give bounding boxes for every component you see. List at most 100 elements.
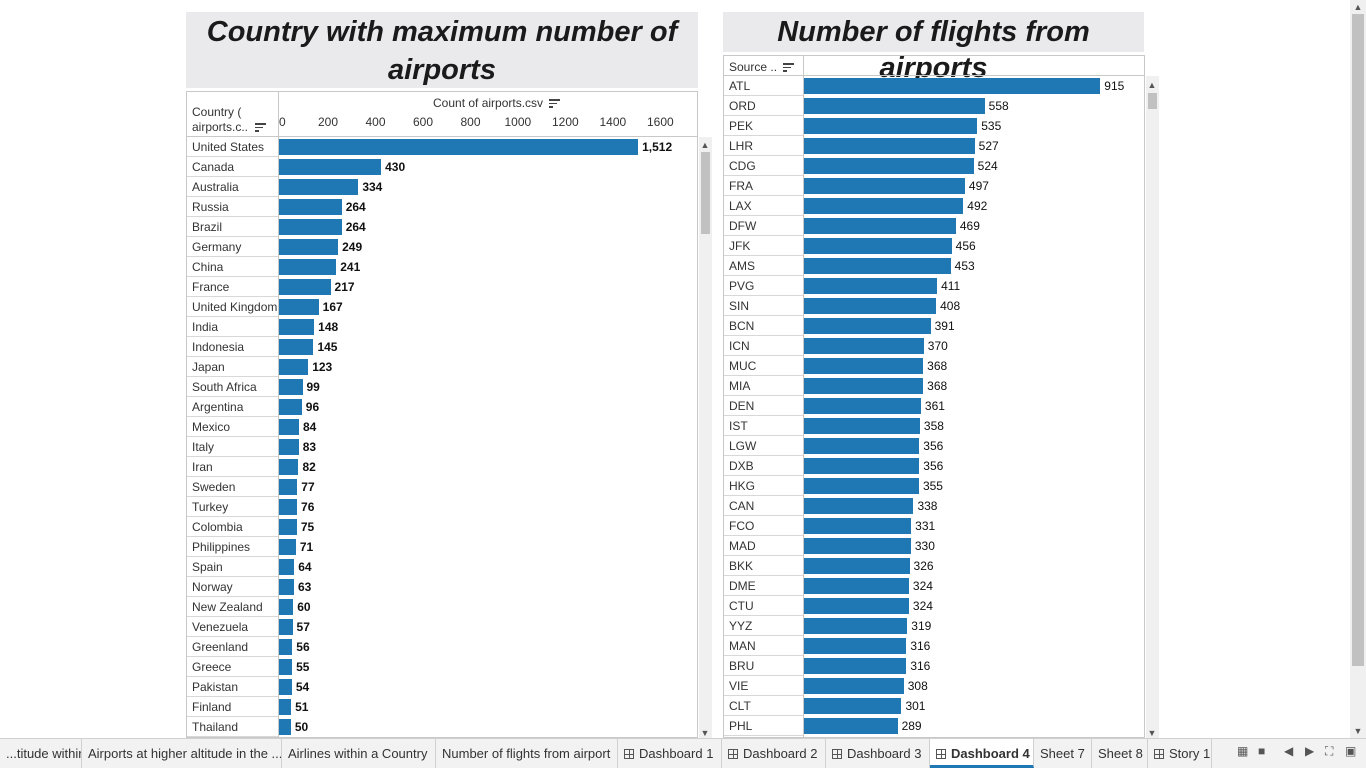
airport-label[interactable]: FRA [724, 176, 803, 196]
bar[interactable] [279, 479, 298, 495]
country-label[interactable]: Russia [187, 197, 278, 217]
bar[interactable] [279, 599, 294, 615]
sheet-tab[interactable]: Dashboard 3 [826, 739, 930, 768]
bar[interactable] [279, 419, 299, 435]
chevron-left-icon[interactable]: ◀ [1284, 744, 1294, 758]
bar[interactable] [279, 219, 342, 235]
bar[interactable] [804, 618, 908, 634]
country-label[interactable]: Sweden [187, 477, 278, 497]
sheet-tab[interactable]: Airlines within a Country [282, 739, 436, 768]
fullscreen-icon[interactable]: ⛶ [1325, 744, 1334, 758]
sort-icon[interactable] [783, 63, 795, 72]
airport-label[interactable]: PVG [724, 276, 803, 296]
airport-label[interactable]: ATL [724, 76, 803, 96]
chevron-down-icon[interactable]: ▼ [700, 728, 710, 738]
airport-label[interactable]: MUC [724, 356, 803, 376]
airport-label[interactable]: MAD [724, 536, 803, 556]
airport-label[interactable]: DXB [724, 456, 803, 476]
bar[interactable] [279, 539, 296, 555]
country-label[interactable]: Pakistan [187, 677, 278, 697]
right-row-header[interactable]: Source .. [729, 60, 795, 74]
airport-label[interactable]: LGW [724, 436, 803, 456]
bar[interactable] [279, 579, 294, 595]
bar[interactable] [804, 638, 907, 654]
airport-label[interactable]: PHL [724, 716, 803, 736]
airport-label[interactable]: CTU [724, 596, 803, 616]
country-label[interactable]: South Africa [187, 377, 278, 397]
country-label[interactable]: Turkey [187, 497, 278, 517]
bar[interactable] [804, 478, 919, 494]
bar[interactable] [804, 578, 909, 594]
bar[interactable] [804, 558, 910, 574]
bar[interactable] [804, 158, 974, 174]
bar[interactable] [804, 378, 924, 394]
airport-label[interactable]: DME [724, 576, 803, 596]
sheet-tab[interactable]: Dashboard 4 [930, 739, 1034, 768]
bar[interactable] [804, 298, 937, 314]
sheet-tab[interactable]: Sheet 7 [1034, 739, 1092, 768]
left-col-header[interactable]: Count of airports.csv [433, 96, 561, 110]
left-scrollbar-thumb[interactable] [701, 152, 710, 234]
bar[interactable] [804, 438, 920, 454]
bar[interactable] [279, 279, 331, 295]
right-scrollbar-thumb[interactable] [1148, 93, 1157, 109]
bar[interactable] [804, 498, 914, 514]
bar[interactable] [804, 198, 964, 214]
left-row-header[interactable]: Country ( airports.c.. [192, 105, 267, 135]
bar[interactable] [804, 358, 924, 374]
bar[interactable] [804, 78, 1101, 94]
sheet-tab[interactable]: Dashboard 2 [722, 739, 826, 768]
country-label[interactable]: Colombia [187, 517, 278, 537]
sheet-tab[interactable]: Number of flights from airport [436, 739, 618, 768]
bar[interactable] [804, 418, 920, 434]
bar[interactable] [804, 318, 931, 334]
country-label[interactable]: India [187, 317, 278, 337]
chevron-right-icon[interactable]: ▶ [1305, 744, 1315, 758]
bar[interactable] [804, 178, 965, 194]
country-label[interactable]: China [187, 257, 278, 277]
bar[interactable] [279, 139, 639, 155]
airport-label[interactable]: LHR [724, 136, 803, 156]
airport-label[interactable]: CAN [724, 496, 803, 516]
bar[interactable] [279, 639, 293, 655]
bar[interactable] [804, 238, 952, 254]
bar[interactable] [279, 619, 293, 635]
bar[interactable] [804, 98, 985, 114]
country-label[interactable]: Germany [187, 237, 278, 257]
airport-label[interactable]: AMS [724, 256, 803, 276]
country-label[interactable]: Philippines [187, 537, 278, 557]
bar[interactable] [804, 138, 975, 154]
bar[interactable] [279, 319, 315, 335]
bar[interactable] [804, 698, 902, 714]
bar[interactable] [279, 519, 297, 535]
sheet-tab[interactable]: Story 1 [1148, 739, 1212, 768]
country-label[interactable]: New Zealand [187, 597, 278, 617]
country-label[interactable]: Indonesia [187, 337, 278, 357]
bar[interactable] [804, 598, 909, 614]
bar[interactable] [279, 199, 342, 215]
airport-label[interactable]: MIA [724, 376, 803, 396]
bar[interactable] [804, 718, 898, 734]
airport-label[interactable]: BCN [724, 316, 803, 336]
airport-label[interactable]: HKG [724, 476, 803, 496]
bar[interactable] [279, 399, 302, 415]
right-scrollbar[interactable] [1146, 76, 1159, 738]
airport-label[interactable]: CDG [724, 156, 803, 176]
chevron-up-icon[interactable]: ▲ [700, 140, 710, 150]
airport-label[interactable]: SIN [724, 296, 803, 316]
bar[interactable] [279, 239, 339, 255]
chevron-up-icon[interactable]: ▲ [1147, 80, 1157, 90]
chevron-down-icon[interactable]: ▼ [1147, 728, 1157, 738]
country-label[interactable]: Iran [187, 457, 278, 477]
bar[interactable] [279, 459, 299, 475]
sort-icon[interactable] [255, 123, 267, 132]
bar[interactable] [279, 259, 337, 275]
airport-label[interactable]: ORD [724, 96, 803, 116]
sheet-tab[interactable]: Airports at higher altitude in the ... [82, 739, 282, 768]
country-label[interactable]: Spain [187, 557, 278, 577]
airport-label[interactable]: PEK [724, 116, 803, 136]
chevron-up-icon[interactable]: ▲ [1353, 2, 1363, 12]
bar[interactable] [804, 678, 904, 694]
country-label[interactable]: Venezuela [187, 617, 278, 637]
bar[interactable] [804, 118, 978, 134]
